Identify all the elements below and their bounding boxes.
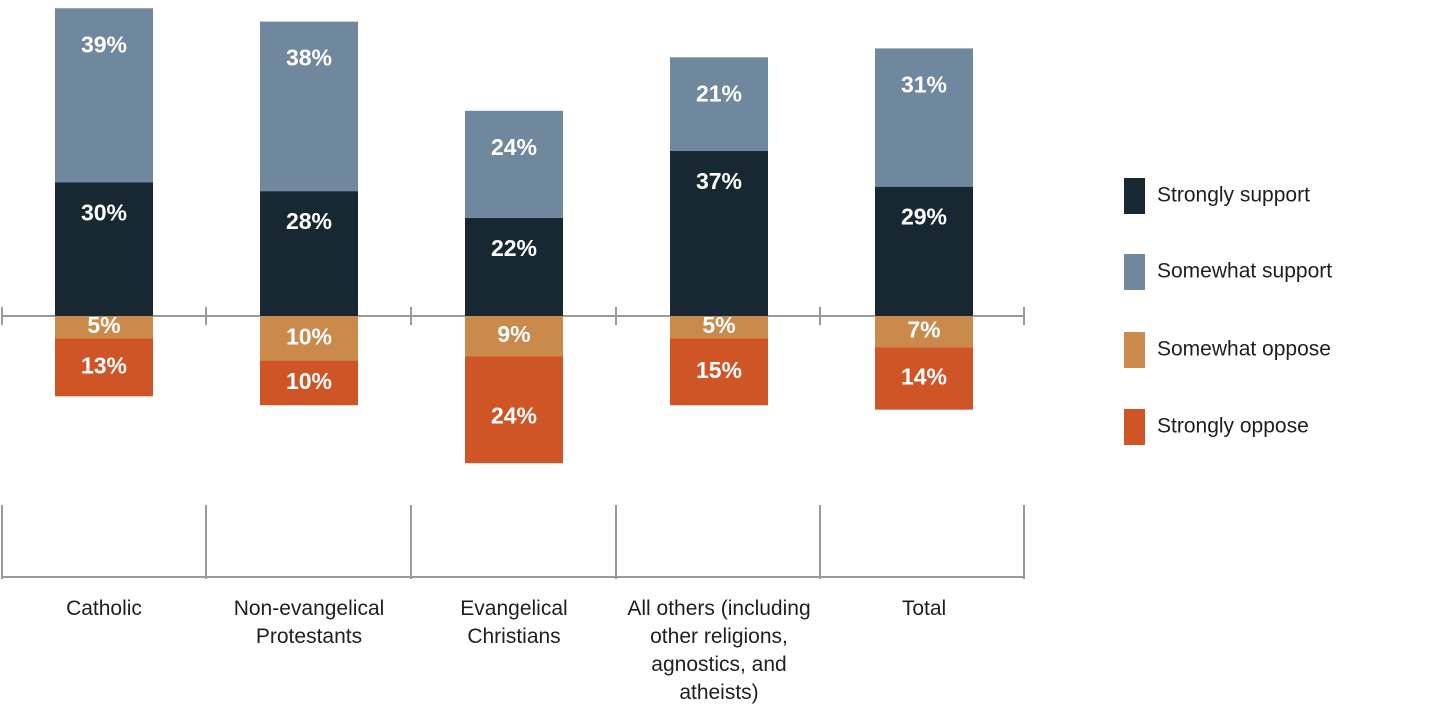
data-label-somewhat-oppose: 10%	[286, 323, 332, 349]
bar-segment-somewhat-oppose	[465, 316, 563, 357]
legend: Strongly support Somewhat support Somewhat…	[1124, 178, 1332, 445]
bar-segment-strongly-oppose	[55, 338, 153, 397]
legend-label-strongly-support: Strongly support	[1157, 184, 1310, 207]
legend-swatch-strongly-oppose	[1124, 409, 1145, 445]
legend-swatch-somewhat-support	[1124, 254, 1145, 290]
data-label-strongly-oppose: 24%	[491, 403, 537, 429]
data-label-strongly-support: 37%	[696, 168, 742, 194]
legend-swatch-somewhat-oppose	[1124, 332, 1145, 368]
bars: 30% 39% 5% 13% 28% 38% 10% 10% 22% 24% 9% 24% 37% 21%…	[55, 8, 973, 464]
data-label-strongly-support: 22%	[491, 235, 537, 261]
legend-label-strongly-oppose: Strongly oppose	[1157, 415, 1309, 438]
bar-segment-strongly-support	[260, 191, 358, 316]
data-label-somewhat-support: 24%	[491, 134, 537, 160]
category-label: Total	[902, 597, 946, 620]
data-label-strongly-oppose: 10%	[286, 368, 332, 394]
data-label-strongly-support: 29%	[901, 204, 947, 230]
data-label-strongly-oppose: 14%	[901, 364, 947, 390]
bar-segment-strongly-support	[55, 182, 153, 316]
legend-swatch-strongly-support	[1124, 178, 1145, 214]
data-label-somewhat-oppose: 5%	[87, 312, 120, 338]
data-label-somewhat-oppose: 9%	[497, 321, 530, 347]
bar-segment-somewhat-support	[55, 8, 153, 183]
bar-segment-somewhat-support	[465, 110, 563, 218]
bar-segment-strongly-support	[465, 217, 563, 316]
bar-segment-somewhat-oppose	[55, 316, 153, 339]
bar-segment-strongly-oppose	[875, 347, 973, 410]
bar-segment-strongly-oppose	[260, 360, 358, 406]
category-label: Catholic	[66, 597, 142, 620]
data-label-somewhat-support: 39%	[81, 31, 127, 57]
bar-segment-somewhat-support	[260, 21, 358, 192]
data-label-strongly-oppose: 13%	[81, 352, 127, 378]
category-label: Evangelical Christians	[460, 597, 567, 648]
category-label: Non-evangelical Protestants	[234, 597, 385, 648]
data-label-strongly-support: 28%	[286, 208, 332, 234]
bar-segment-somewhat-oppose	[875, 316, 973, 348]
data-label-somewhat-support: 31%	[901, 71, 947, 97]
bar-segment-somewhat-support	[875, 48, 973, 187]
bar-segment-strongly-support	[670, 150, 768, 316]
bar-segment-somewhat-support	[670, 57, 768, 151]
bar-segment-strongly-oppose	[670, 338, 768, 406]
legend-label-somewhat-support: Somewhat support	[1157, 260, 1332, 283]
bar-segment-strongly-oppose	[465, 356, 563, 464]
category-labels: Catholic Non-evangelical Protestants Evange…	[66, 597, 946, 704]
bar-segment-somewhat-oppose	[260, 316, 358, 361]
bar-segment-somewhat-oppose	[670, 316, 768, 339]
data-label-somewhat-support: 38%	[286, 45, 332, 71]
bar-segment-strongly-support	[875, 186, 973, 316]
data-label-somewhat-oppose: 5%	[702, 312, 735, 338]
data-label-strongly-oppose: 15%	[696, 357, 742, 383]
data-label-somewhat-oppose: 7%	[907, 317, 940, 343]
legend-label-somewhat-oppose: Somewhat oppose	[1157, 338, 1331, 361]
data-label-somewhat-support: 21%	[696, 80, 742, 106]
data-label-strongly-support: 30%	[81, 199, 127, 225]
category-label: All others (including other religions, agn…	[627, 597, 810, 704]
